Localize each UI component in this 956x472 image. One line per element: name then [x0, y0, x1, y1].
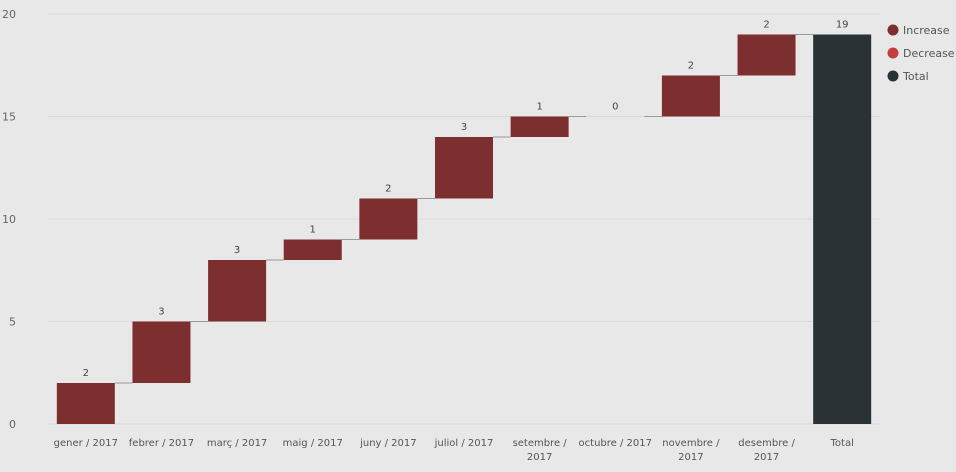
x-tick-label: 2017: [754, 452, 779, 463]
x-tick-label: juny / 2017: [359, 438, 417, 449]
data-label: 2: [385, 184, 391, 195]
bar: [813, 34, 872, 424]
bar: [435, 137, 493, 199]
x-tick-label: 2017: [527, 452, 552, 463]
bar: [208, 260, 267, 322]
x-tick-label: gener / 2017: [54, 438, 118, 449]
data-label: 19: [836, 20, 849, 31]
legend-label: Total: [902, 70, 929, 83]
data-label: 2: [83, 368, 89, 379]
legend-marker: [887, 70, 899, 82]
data-label: 0: [612, 102, 618, 113]
y-tick-label: 20: [2, 8, 16, 21]
data-label: 3: [234, 245, 240, 256]
x-tick-label: setembre /: [513, 438, 568, 449]
data-label: 2: [688, 61, 694, 72]
x-tick-label: novembre /: [662, 438, 720, 449]
legend-marker: [887, 24, 899, 36]
legend-label: Decrease: [903, 47, 955, 60]
y-tick-label: 10: [2, 213, 16, 226]
data-label: 2: [763, 20, 769, 31]
y-tick-label: 5: [9, 316, 16, 329]
x-tick-label: octubre / 2017: [579, 438, 652, 449]
legend-marker: [887, 47, 899, 59]
bar: [359, 198, 418, 240]
data-label: 1: [310, 225, 316, 236]
y-tick-label: 0: [9, 418, 16, 431]
bar: [132, 321, 191, 383]
x-tick-label: març / 2017: [207, 438, 267, 449]
x-tick-label: juliol / 2017: [434, 438, 494, 449]
y-tick-label: 15: [2, 111, 16, 124]
x-tick-label: Total: [830, 438, 854, 449]
x-tick-label: maig / 2017: [283, 438, 343, 449]
data-label: 3: [461, 122, 467, 133]
x-tick-label: febrer / 2017: [129, 438, 194, 449]
data-label: 3: [158, 307, 164, 318]
data-label: 1: [536, 102, 542, 113]
bar: [661, 75, 720, 117]
legend-label: Increase: [903, 24, 950, 37]
x-tick-label: desembre /: [738, 438, 795, 449]
bar: [737, 34, 796, 76]
bar: [56, 383, 115, 424]
x-tick-label: 2017: [678, 452, 703, 463]
bar: [283, 239, 342, 260]
bar: [510, 116, 569, 137]
